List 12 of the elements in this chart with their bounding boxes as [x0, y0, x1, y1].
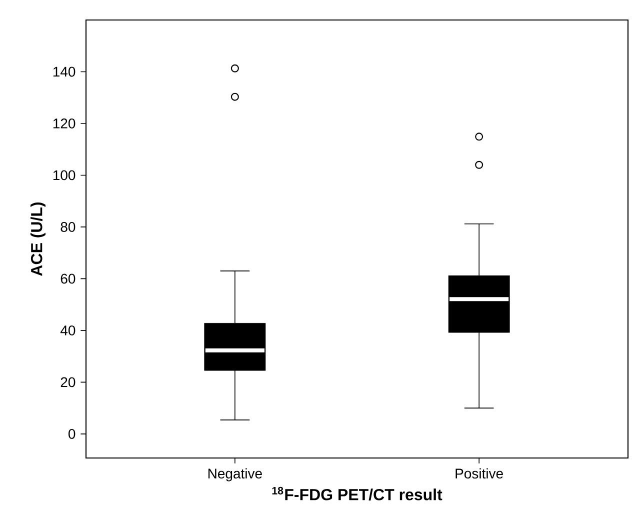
y-tick-label: 60 — [60, 274, 76, 284]
y-tick-label: 100 — [53, 170, 76, 180]
y-tick-label: 80 — [60, 222, 76, 232]
y-tick-label: 140 — [53, 66, 76, 77]
x-tick-label: Negative — [208, 468, 262, 482]
y-tick-label: 40 — [60, 325, 76, 336]
x-tick-label: Positive — [456, 468, 503, 479]
y-axis-title: ACE (U/L) — [30, 202, 46, 276]
y-tick-label: 20 — [60, 377, 76, 388]
x-axis-title: $^{18}$F-FDG PET/CT result — [272, 486, 442, 500]
y-tick-label: 120 — [53, 118, 76, 128]
y-tick-label: 0 — [68, 428, 76, 439]
